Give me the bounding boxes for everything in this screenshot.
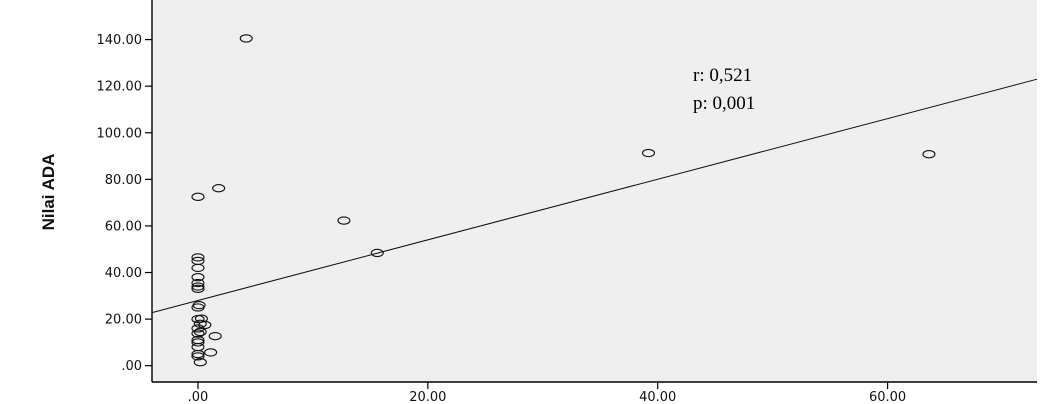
data-point — [337, 216, 351, 225]
data-point — [641, 148, 656, 158]
y-tick-label: 80.00 — [105, 173, 142, 188]
data-point — [191, 273, 205, 282]
data-point — [922, 150, 936, 159]
data-point — [192, 300, 206, 310]
data-point — [191, 253, 205, 262]
data-point — [212, 184, 226, 193]
data-point — [191, 338, 205, 347]
data-point — [191, 352, 205, 361]
data-point — [191, 263, 205, 273]
plot-area — [152, 0, 1037, 382]
fit-line — [151, 78, 1038, 314]
data-point — [191, 349, 205, 359]
y-tick-label: .00 — [121, 359, 142, 374]
data-point — [204, 348, 218, 357]
data-point — [191, 278, 205, 288]
annotation-p: p: 0,001 — [693, 93, 755, 114]
data-point — [191, 192, 205, 201]
y-axis-label: Nilai ADA — [39, 154, 58, 231]
y-tick-label: 140.00 — [97, 33, 143, 48]
y-tick-label: 120.00 — [97, 80, 143, 95]
annotation-r: r: 0,521 — [693, 65, 752, 86]
data-point — [191, 284, 205, 293]
data-point — [191, 329, 205, 338]
data-point — [239, 34, 253, 43]
x-tick-label: 60.00 — [869, 390, 906, 404]
data-point — [198, 320, 212, 330]
data-point — [191, 282, 205, 291]
data-point — [193, 327, 207, 337]
data-point — [193, 358, 207, 367]
y-tick-label: 20.00 — [105, 313, 142, 328]
data-point — [370, 248, 384, 258]
data-point — [208, 331, 222, 341]
x-tick-label: .00 — [188, 390, 209, 404]
x-tick-label: 20.00 — [409, 390, 446, 404]
y-tick-label: 60.00 — [105, 219, 142, 234]
y-tick-label: 40.00 — [105, 266, 142, 281]
y-tick-label: 100.00 — [97, 126, 143, 141]
x-tick-label: 40.00 — [639, 390, 676, 404]
